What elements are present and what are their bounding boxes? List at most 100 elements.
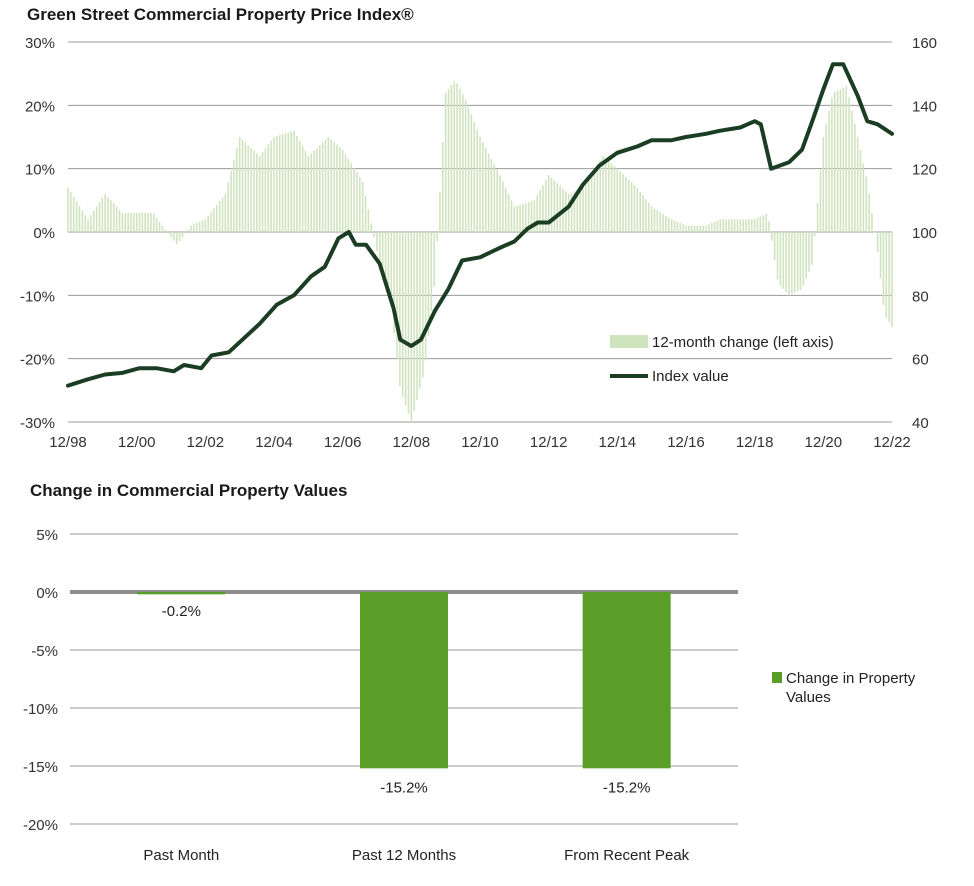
price-index-chart: 30% 20% 10% 0% -10% -20% -30% 160 140 120 100 80 60… — [20, 35, 937, 451]
bar-12-month-change — [479, 137, 481, 232]
bar-12-month-change — [705, 225, 707, 232]
x-tick-label: 12/22 — [873, 434, 911, 451]
bars-property-values — [137, 592, 671, 769]
bar-12-month-change — [848, 97, 850, 233]
bar-12-month-change — [464, 99, 467, 232]
bar-12-month-change — [72, 196, 75, 232]
category-label: From Recent Peak — [564, 847, 690, 864]
bar-12-month-change — [264, 148, 267, 232]
y-axis-labels-2: 5% 0% -5% -10% -15% -20% — [23, 527, 58, 834]
bar-12-month-change — [384, 232, 387, 281]
bar-12-month-change — [831, 97, 833, 233]
bar-12-month-change — [570, 192, 573, 232]
bar-12-month-change — [799, 232, 802, 290]
left-tick-label: 20% — [25, 98, 55, 115]
bar-12-month-change — [281, 134, 284, 232]
bar-12-month-change — [736, 219, 739, 232]
left-tick-label: -10% — [20, 288, 55, 305]
x-tick-label: 12/08 — [393, 434, 431, 451]
bar-12-month-change — [636, 187, 639, 232]
bar-12-month-change — [213, 208, 215, 232]
bar-12-month-change — [567, 193, 570, 232]
left-tick-label: 30% — [25, 35, 55, 52]
legend-label-bars: 12-month change (left axis) — [652, 334, 834, 351]
bar-12-month-change — [545, 180, 547, 232]
bar-12-month-change — [178, 232, 181, 242]
bar-12-month-change — [307, 156, 310, 232]
bar-12-month-change — [565, 191, 567, 232]
bar-12-month-change — [502, 181, 504, 232]
bar-12-month-change — [293, 130, 295, 232]
bar-12-month-change — [110, 200, 112, 232]
bar-12-month-change — [813, 232, 816, 236]
bar-12-month-change — [158, 221, 161, 232]
bar-12-month-change — [522, 203, 524, 232]
bar-12-month-change — [756, 217, 759, 232]
bar-12-month-change — [470, 114, 473, 232]
bar-12-month-change — [459, 88, 461, 233]
bar-12-month-change — [233, 159, 235, 232]
bar-12-month-change — [376, 232, 378, 251]
bar-12-month-change — [670, 219, 673, 232]
line-index-value — [66, 62, 894, 388]
bar-12-month-change — [710, 223, 713, 232]
bar-12-month-change — [842, 87, 845, 232]
bar-12-month-change — [642, 195, 644, 232]
bar-12-month-change — [147, 213, 149, 232]
bar-12-month-change — [484, 147, 487, 232]
bar-12-month-change — [696, 225, 699, 232]
bar-12-month-change — [393, 232, 395, 334]
bar-12-month-change — [828, 110, 830, 232]
bar-12-month-change — [290, 131, 292, 232]
bar-12-month-change — [359, 176, 361, 232]
bar-12-month-change — [270, 140, 272, 232]
bar-12-month-change — [822, 137, 825, 232]
data-labels: -0.2% -15.2% -15.2% — [162, 603, 651, 796]
bar-12-month-change — [607, 161, 610, 232]
bar-12-month-change — [442, 142, 444, 232]
index-value-line — [66, 62, 894, 388]
bar-12-month-change — [865, 176, 868, 232]
bar-12-month-change — [776, 232, 779, 280]
grid-lines — [68, 41, 892, 423]
bar-12-month-change — [796, 232, 799, 292]
bar-12-month-change — [719, 219, 722, 232]
bar-12-month-change — [825, 123, 827, 232]
bar-12-month-change — [851, 110, 853, 232]
bar-12-month-change — [573, 191, 576, 232]
bar-12-month-change — [473, 121, 476, 232]
bar-12-month-change — [330, 139, 333, 232]
bar-12-month-change — [690, 225, 693, 232]
bar-12-month-change — [725, 219, 727, 232]
bar-12-month-change — [447, 88, 450, 233]
bar-12-month-change — [210, 212, 212, 232]
bar-12-month-change — [856, 137, 859, 232]
bar-12-month-change — [519, 204, 521, 232]
bar-12-month-change — [819, 169, 822, 232]
bar-12-month-change — [284, 133, 287, 232]
left-tick-label: 10% — [25, 162, 55, 179]
bar-12-month-change — [762, 215, 765, 232]
bar-12-month-change — [645, 199, 647, 232]
bar-12-month-change — [891, 232, 893, 327]
bar-12-month-change — [238, 137, 241, 232]
left-tick-label: -20% — [20, 352, 55, 369]
bar-12-month-change — [599, 160, 601, 232]
bar-12-month-change — [318, 145, 321, 232]
bar-12-month-change — [207, 215, 209, 232]
bar-12-month-change — [496, 169, 498, 232]
bar-12-month-change — [693, 225, 696, 232]
chart-title-property-values: Change in Commercial Property Values — [30, 481, 348, 500]
category-label: Past Month — [143, 847, 219, 864]
bar-12-month-change — [276, 136, 278, 232]
right-tick-label: 100 — [912, 225, 937, 242]
bar-12-month-change — [198, 221, 201, 232]
bar-12-month-change — [888, 232, 890, 323]
bar-12-month-change — [324, 139, 327, 232]
bar-12-month-change — [713, 221, 716, 232]
y-tick-label: -20% — [23, 817, 58, 834]
bar-12-month-change — [253, 150, 255, 232]
bar-12-month-change — [630, 182, 633, 232]
bar-12-month-change — [278, 135, 281, 232]
bar-12-month-change — [399, 232, 401, 387]
